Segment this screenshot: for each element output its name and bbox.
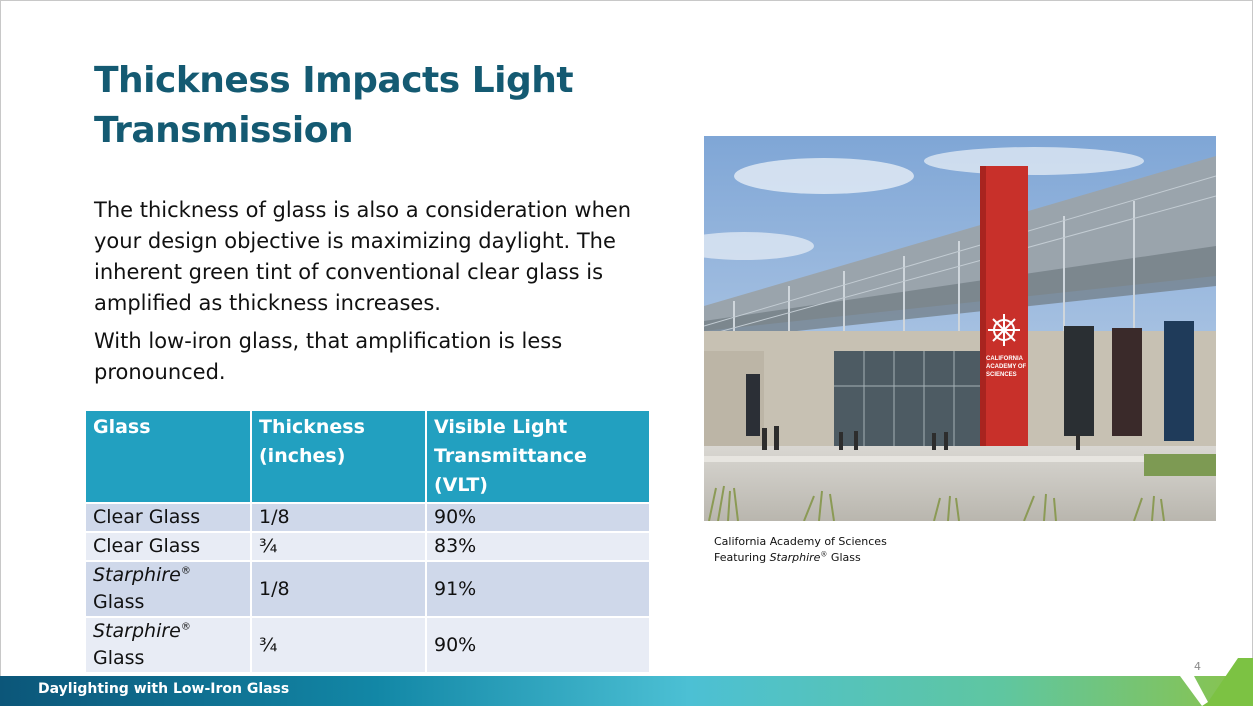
glass-suffix: Glass bbox=[93, 647, 145, 669]
caption-suffix: Glass bbox=[830, 551, 861, 564]
cell-thickness: 1/8 bbox=[250, 560, 427, 618]
cell-thickness: ¾ bbox=[250, 531, 427, 562]
body-paragraph: With low-iron glass, that amplification … bbox=[94, 329, 563, 384]
cell-vlt: 83% bbox=[425, 531, 651, 562]
body-paragraph: The thickness of glass is also a conside… bbox=[94, 198, 632, 315]
sign-text: ACADEMY OF bbox=[986, 364, 1027, 370]
cell-thickness: 1/8 bbox=[250, 502, 427, 533]
cell-glass: Starphire® Glass bbox=[84, 560, 252, 618]
brand-checkmark-logo bbox=[1180, 658, 1253, 706]
caption-line: California Academy of Sciences bbox=[714, 535, 887, 548]
caption-line: Featuring Starphire® Glass bbox=[714, 550, 887, 566]
table-row: Starphire® Glass 1/8 91% bbox=[84, 560, 651, 618]
slide-body: The thickness of glass is also a conside… bbox=[94, 195, 654, 395]
building-photo: CALIFORNIA ACADEMY OF SCIENCES bbox=[704, 136, 1216, 521]
footer-bar bbox=[0, 676, 1253, 706]
table-row: Clear Glass 1/8 90% bbox=[84, 502, 651, 533]
caption-prefix: Featuring bbox=[714, 551, 767, 564]
cell-vlt: 90% bbox=[425, 502, 651, 533]
table-row: Starphire® Glass ¾ 90% bbox=[84, 616, 651, 674]
cell-glass: Clear Glass bbox=[84, 502, 252, 533]
slide-title: Thickness Impacts Light Transmission bbox=[94, 60, 574, 151]
vlt-table: Glass Thickness (inches) Visible Light T… bbox=[84, 409, 651, 674]
header-thickness: Thickness (inches) bbox=[250, 409, 427, 504]
header-vlt: Visible Light Transmittance (VLT) bbox=[425, 409, 651, 504]
academy-building-illustration: CALIFORNIA ACADEMY OF SCIENCES bbox=[704, 136, 1216, 521]
page-number: 4 bbox=[1194, 660, 1201, 673]
brand-name: Starphire bbox=[93, 564, 181, 586]
sign-text: SCIENCES bbox=[986, 372, 1017, 378]
sign-text: CALIFORNIA bbox=[986, 356, 1024, 362]
table-header-row: Glass Thickness (inches) Visible Light T… bbox=[84, 409, 651, 504]
brand-name: Starphire bbox=[93, 620, 181, 642]
cell-vlt: 90% bbox=[425, 616, 651, 674]
cell-glass: Starphire® Glass bbox=[84, 616, 252, 674]
cell-glass: Clear Glass bbox=[84, 531, 252, 562]
table-row: Clear Glass ¾ 83% bbox=[84, 531, 651, 562]
cell-vlt: 91% bbox=[425, 560, 651, 618]
cell-thickness: ¾ bbox=[250, 616, 427, 674]
registered-mark: ® bbox=[180, 621, 191, 633]
footer-title: Daylighting with Low-Iron Glass bbox=[38, 681, 290, 697]
caption-brand: Starphire bbox=[769, 551, 821, 564]
registered-mark: ® bbox=[820, 550, 828, 559]
header-glass: Glass bbox=[84, 409, 252, 504]
registered-mark: ® bbox=[180, 565, 191, 577]
glass-suffix: Glass bbox=[93, 591, 145, 613]
photo-caption: California Academy of Sciences Featuring… bbox=[714, 534, 887, 566]
